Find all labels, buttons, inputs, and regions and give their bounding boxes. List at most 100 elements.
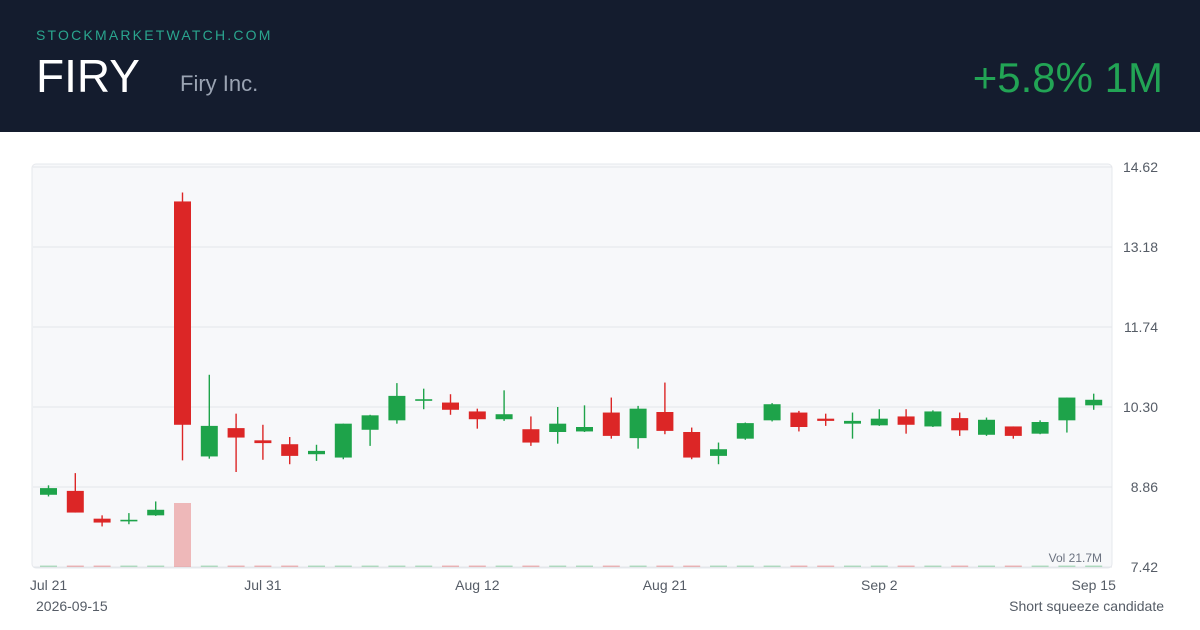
- candle-body: [870, 418, 888, 426]
- x-tick-label: Aug 12: [455, 577, 500, 593]
- volume-bar: [40, 565, 57, 567]
- candle-body: [978, 419, 995, 435]
- candle-body: [254, 440, 272, 444]
- volume-bar: [174, 503, 191, 567]
- volume-bar: [951, 565, 969, 567]
- y-tick-label: 7.42: [1131, 559, 1158, 575]
- candle-body: [442, 402, 459, 410]
- x-tick-label: Sep 2: [861, 577, 898, 593]
- candle-body: [763, 404, 781, 421]
- candle-body: [602, 412, 620, 436]
- y-tick-label: 10.30: [1123, 399, 1158, 415]
- x-tick-label: Sep 15: [1072, 577, 1117, 593]
- candle-body: [495, 414, 513, 420]
- candle-body: [120, 519, 138, 522]
- candle-body: [576, 427, 593, 432]
- candle-body: [468, 411, 486, 420]
- volume-bar: [710, 565, 727, 567]
- y-tick-label: 8.86: [1131, 479, 1158, 495]
- candle-body: [710, 449, 727, 456]
- candle-body: [897, 416, 915, 425]
- volume-bar: [817, 565, 835, 567]
- volume-bar: [147, 565, 165, 567]
- header-bar: STOCKMARKETWATCH.COM FIRY Firy Inc. +5.8…: [0, 0, 1200, 132]
- volume-bar: [790, 565, 808, 567]
- x-tick-label: Jul 21: [30, 577, 68, 593]
- y-tick-label: 11.74: [1124, 319, 1158, 335]
- volume-bar: [361, 565, 379, 567]
- volume-label: Vol 21.7M: [1049, 551, 1102, 565]
- volume-bar: [227, 565, 245, 567]
- volume-bar: [844, 565, 861, 567]
- volume-bar: [629, 565, 647, 567]
- candle-body: [1058, 397, 1076, 421]
- volume-bar: [736, 565, 754, 567]
- volume-bar: [200, 565, 218, 567]
- volume-bar: [1004, 565, 1022, 567]
- candle-body: [522, 429, 540, 443]
- x-tick-label: Aug 21: [643, 577, 688, 593]
- candle-body: [308, 450, 325, 455]
- x-tick-label: Jul 31: [244, 577, 282, 593]
- candle-body: [200, 425, 218, 457]
- volume-bar: [495, 565, 513, 567]
- volume-bar: [388, 565, 406, 567]
- volume-bar: [281, 565, 299, 567]
- candle-body: [147, 509, 165, 516]
- ticker-symbol: FIRY: [36, 50, 140, 102]
- candle-body: [40, 488, 57, 495]
- price-change: +5.8% 1M: [972, 54, 1163, 101]
- chart-note: Short squeeze candidate: [1009, 598, 1164, 614]
- volume-bar: [602, 565, 620, 567]
- candle-body: [1004, 426, 1022, 436]
- candle-body: [656, 412, 674, 431]
- volume-bar: [897, 565, 915, 567]
- volume-bar: [66, 565, 84, 567]
- volume-bar: [978, 565, 995, 567]
- volume-bar: [924, 565, 942, 567]
- volume-bar: [522, 565, 540, 567]
- candle-body: [817, 418, 835, 421]
- volume-bar: [120, 565, 138, 567]
- volume-bar: [1085, 565, 1103, 567]
- candle-body: [629, 408, 647, 439]
- candle-body: [790, 412, 808, 427]
- volume-bar: [870, 565, 888, 567]
- candle-body: [388, 395, 406, 421]
- volume-bar: [442, 565, 459, 567]
- candle-body: [281, 444, 299, 456]
- volume-bar: [254, 565, 272, 567]
- volume-bar: [656, 565, 674, 567]
- candle-body: [174, 201, 191, 425]
- candle-body: [951, 418, 969, 431]
- volume-bar: [334, 565, 352, 567]
- chart-date: 2026-09-15: [36, 598, 108, 614]
- volume-bar: [683, 565, 701, 567]
- candle-body: [736, 423, 754, 439]
- candle-body: [1031, 422, 1049, 434]
- candle-body: [924, 411, 942, 427]
- candle-body: [683, 432, 701, 458]
- candle-body: [93, 518, 111, 523]
- volume-bar: [763, 565, 781, 567]
- volume-bar: [1058, 565, 1076, 567]
- candle-body: [361, 415, 379, 430]
- candle-body: [415, 399, 433, 401]
- volume-bar: [93, 565, 111, 567]
- y-tick-label: 14.62: [1123, 159, 1158, 175]
- company-name: Firy Inc.: [180, 71, 259, 96]
- candle-body: [1085, 399, 1103, 406]
- volume-bar: [576, 565, 593, 567]
- candle-body: [227, 428, 245, 438]
- candle-body: [66, 490, 84, 513]
- candle-body: [334, 423, 352, 458]
- candle-body: [549, 423, 567, 432]
- volume-bar: [549, 565, 567, 567]
- volume-bar: [415, 565, 433, 567]
- candle-body: [844, 420, 861, 424]
- volume-bar: [468, 565, 486, 567]
- volume-bar: [1031, 565, 1049, 567]
- volume-bar: [308, 565, 325, 567]
- y-tick-label: 13.18: [1123, 239, 1158, 255]
